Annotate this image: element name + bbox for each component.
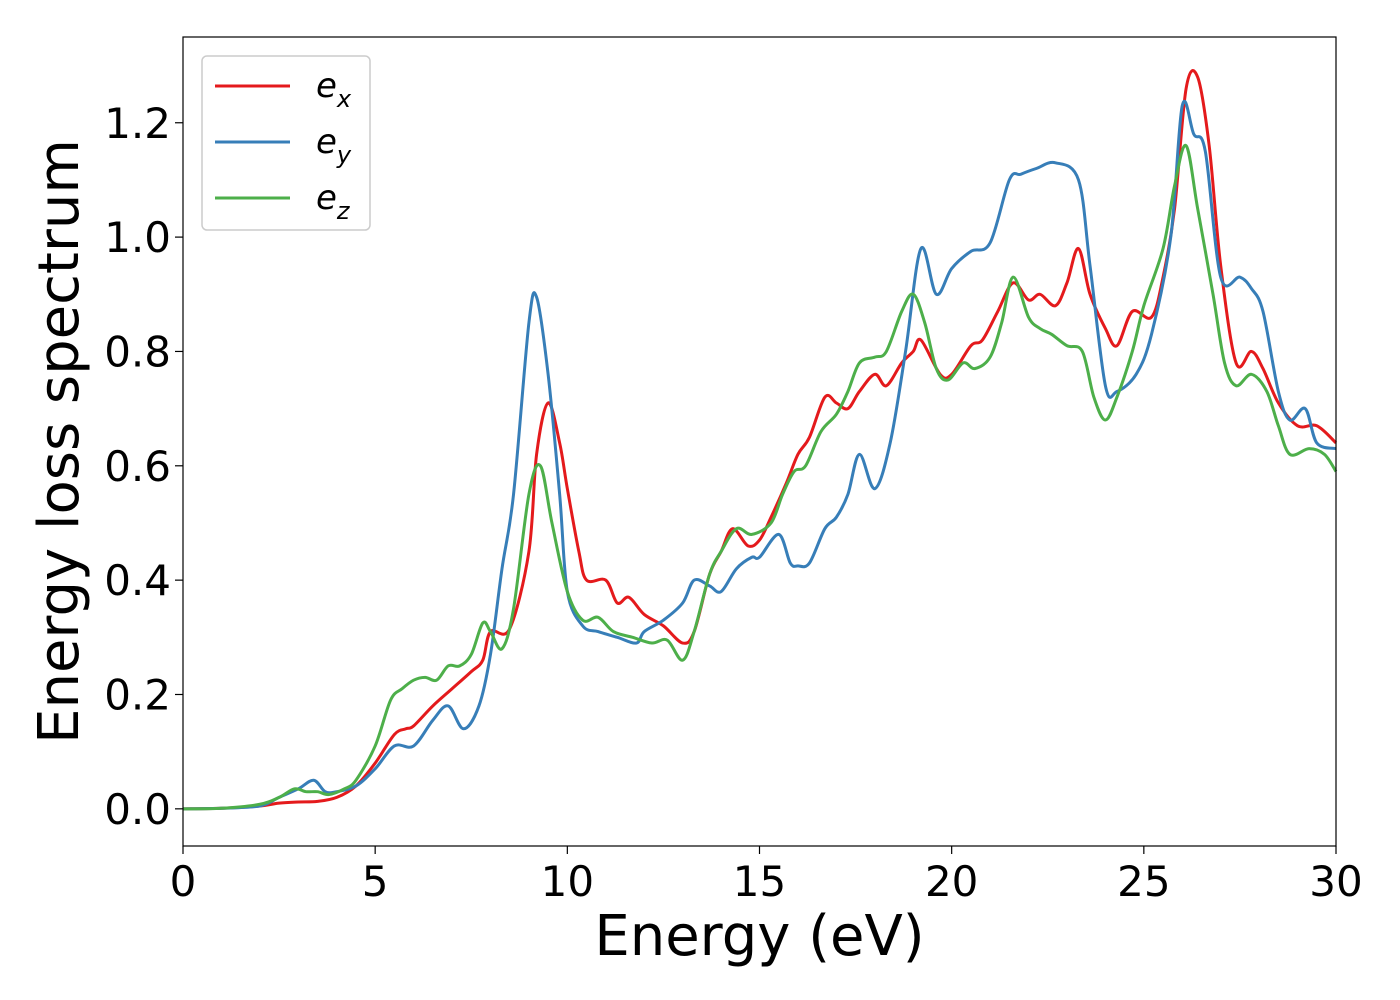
legend-label-subscript: x [336, 85, 352, 113]
legend-label-base: e [316, 178, 337, 218]
x-tick-label: 5 [362, 857, 389, 906]
y-axis-title: Energy loss spectrum [27, 139, 92, 744]
y-tick-label: 0.2 [104, 670, 171, 719]
series-layer [182, 69, 1338, 811]
series-line-e-z [182, 144, 1338, 811]
legend-label: ez [316, 178, 351, 225]
legend-label-subscript: y [336, 141, 352, 169]
legend-label-base: e [316, 122, 337, 162]
y-tick-label: 0.6 [104, 442, 171, 491]
legend-label-subscript: z [336, 197, 351, 225]
y-tick-label: 0.4 [104, 556, 171, 605]
y-tick-label: 0.8 [104, 327, 171, 376]
x-tick-label: 30 [1309, 857, 1362, 906]
y-tick-label: 1.2 [104, 99, 171, 148]
legend-label: ey [316, 122, 352, 169]
x-tick-label: 10 [541, 857, 594, 906]
y-tick-label: 0.0 [104, 785, 171, 834]
x-tick-label: 20 [925, 857, 978, 906]
x-axis-title: Energy (eV) [594, 904, 924, 969]
x-tick-label: 15 [733, 857, 786, 906]
legend-label: ex [316, 66, 352, 113]
x-tick-label: 25 [1117, 857, 1170, 906]
series-line-e-y [182, 99, 1337, 811]
y-axis: 0.0 0.2 0.4 0.6 0.8 1.0 1.2 [104, 99, 183, 834]
legend-label-base: e [316, 66, 337, 106]
x-tick-label: 0 [170, 857, 197, 906]
y-tick-label: 1.0 [104, 213, 171, 262]
x-axis: 0 5 10 15 20 25 30 [170, 846, 1363, 906]
